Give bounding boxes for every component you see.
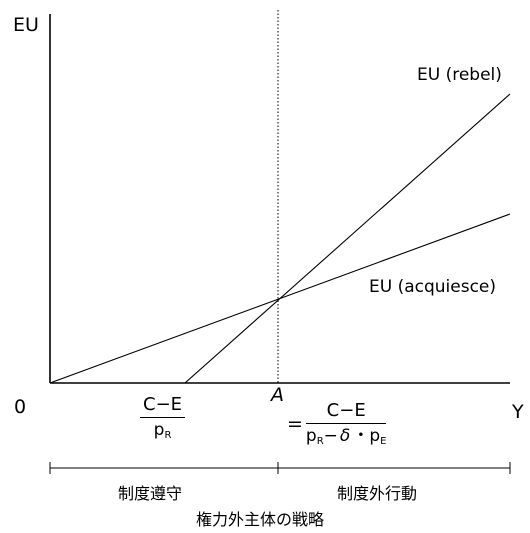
rebel-intercept-p: p (153, 420, 165, 441)
rebel-intercept-numerator: C−E (143, 394, 183, 415)
threshold-delta: δ (339, 426, 351, 447)
threshold-p-e: p (369, 426, 381, 447)
rebel-curve-label: EU (rebel) (417, 65, 502, 85)
acquiesce-curve-label: EU (acquiesce) (369, 277, 497, 297)
threshold-point-label: A (271, 384, 284, 406)
region-right-label: 制度外行動 (337, 484, 418, 503)
x-axis-label: Y (512, 401, 524, 423)
strategy-axis-title: 権力外主体の戦略 (196, 510, 325, 529)
threshold-numerator: C−E (326, 400, 366, 421)
threshold-dot: ・ (352, 426, 370, 447)
rebel-intercept-fraction-bar (140, 417, 186, 419)
y-axis-label: EU (13, 14, 39, 36)
threshold-equals-sign: = (287, 412, 303, 435)
threshold-sub-e: E (380, 436, 387, 448)
rebel-line (184, 93, 511, 384)
threshold-sub-r: R (316, 436, 324, 448)
threshold-fraction-bar (305, 423, 387, 425)
threshold-minus: − (323, 426, 338, 447)
threshold-p-r: p (305, 426, 317, 447)
rebel-intercept-sub-r: R (164, 430, 172, 442)
region-left-label: 制度遵守 (118, 484, 183, 503)
origin-label: 0 (14, 396, 27, 418)
